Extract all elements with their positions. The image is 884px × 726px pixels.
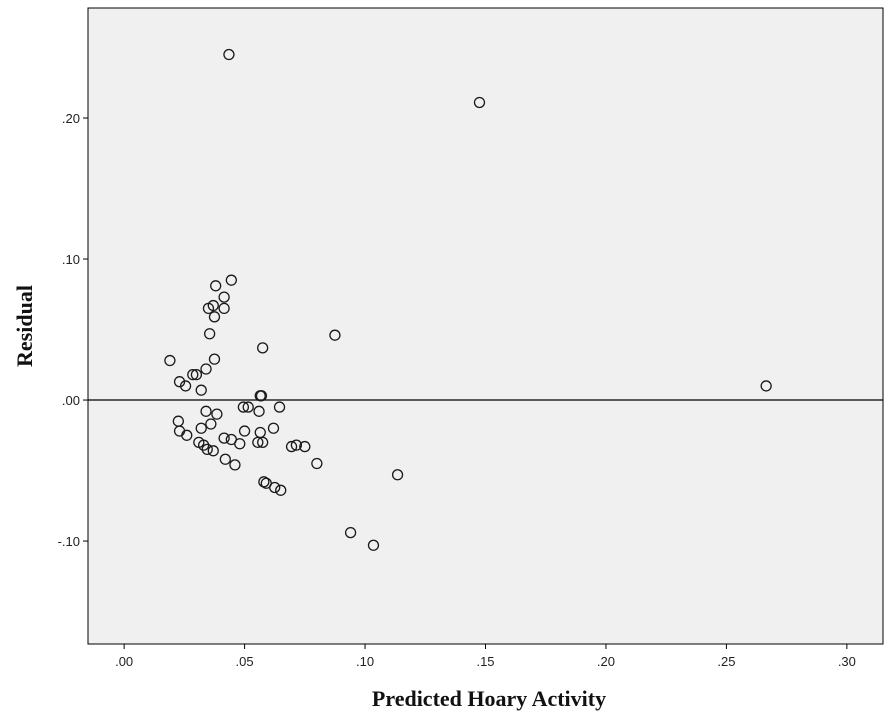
x-tick-label: .10	[356, 654, 374, 669]
data-point	[290, 439, 303, 451]
data-point	[234, 438, 246, 450]
data-point	[257, 342, 269, 354]
data-point	[200, 405, 212, 417]
x-tick-label: .30	[838, 654, 856, 669]
data-point	[391, 469, 404, 481]
data-point	[201, 443, 213, 456]
data-point	[208, 311, 221, 323]
y-tick-label: -.10	[58, 534, 80, 549]
data-point	[760, 380, 772, 392]
y-tick-label: .00	[62, 393, 80, 408]
data-point	[299, 440, 311, 453]
data-point	[218, 291, 230, 303]
data-point	[311, 457, 323, 470]
data-point	[211, 408, 223, 420]
data-point	[285, 440, 298, 453]
data-point	[204, 328, 216, 340]
data-point	[195, 422, 207, 434]
data-point	[257, 436, 269, 448]
data-point	[225, 274, 237, 286]
y-axis-title: Residual	[12, 285, 37, 367]
data-point	[218, 302, 230, 315]
data-point	[190, 369, 203, 381]
x-tick-label: .05	[236, 654, 254, 669]
data-point	[252, 436, 264, 448]
data-point	[195, 384, 207, 396]
x-axis-title: Predicted Hoary Activity	[372, 686, 606, 711]
data-point	[187, 369, 199, 381]
data-point	[267, 422, 280, 434]
data-point	[219, 453, 231, 465]
x-tick-label: .15	[476, 654, 494, 669]
data-point	[258, 476, 270, 488]
data-point	[242, 401, 254, 413]
data-point	[229, 459, 241, 471]
data-point	[200, 363, 212, 375]
data-point	[205, 418, 217, 430]
data-point	[329, 329, 341, 341]
data-point	[223, 48, 235, 61]
data-point	[255, 390, 268, 402]
data-point	[275, 484, 287, 496]
data-point	[344, 526, 357, 539]
data-point	[210, 280, 222, 292]
data-point	[273, 401, 286, 413]
data-point	[238, 425, 251, 437]
y-axis-ticks: -.10 .00 .10 .20	[58, 111, 88, 549]
data-point	[208, 353, 221, 365]
data-point	[237, 401, 250, 413]
y-tick-label: .10	[62, 252, 80, 267]
x-tick-label: .00	[115, 654, 133, 669]
data-point	[207, 445, 219, 457]
x-tick-label: .20	[597, 654, 615, 669]
x-axis-ticks: .00 .05 .10 .15 .20 .25 .30	[115, 644, 856, 669]
data-point	[173, 376, 186, 388]
y-tick-label: .20	[62, 111, 80, 126]
data-point	[164, 354, 176, 367]
plot-area	[87, 7, 884, 645]
data-point	[181, 429, 193, 441]
data-point	[218, 432, 230, 444]
data-point	[367, 539, 380, 551]
data-points	[164, 48, 772, 551]
data-point	[473, 96, 486, 109]
data-point	[179, 380, 192, 392]
data-point	[269, 481, 281, 494]
data-point	[253, 405, 265, 417]
data-point	[202, 302, 215, 315]
x-tick-label: .25	[717, 654, 735, 669]
